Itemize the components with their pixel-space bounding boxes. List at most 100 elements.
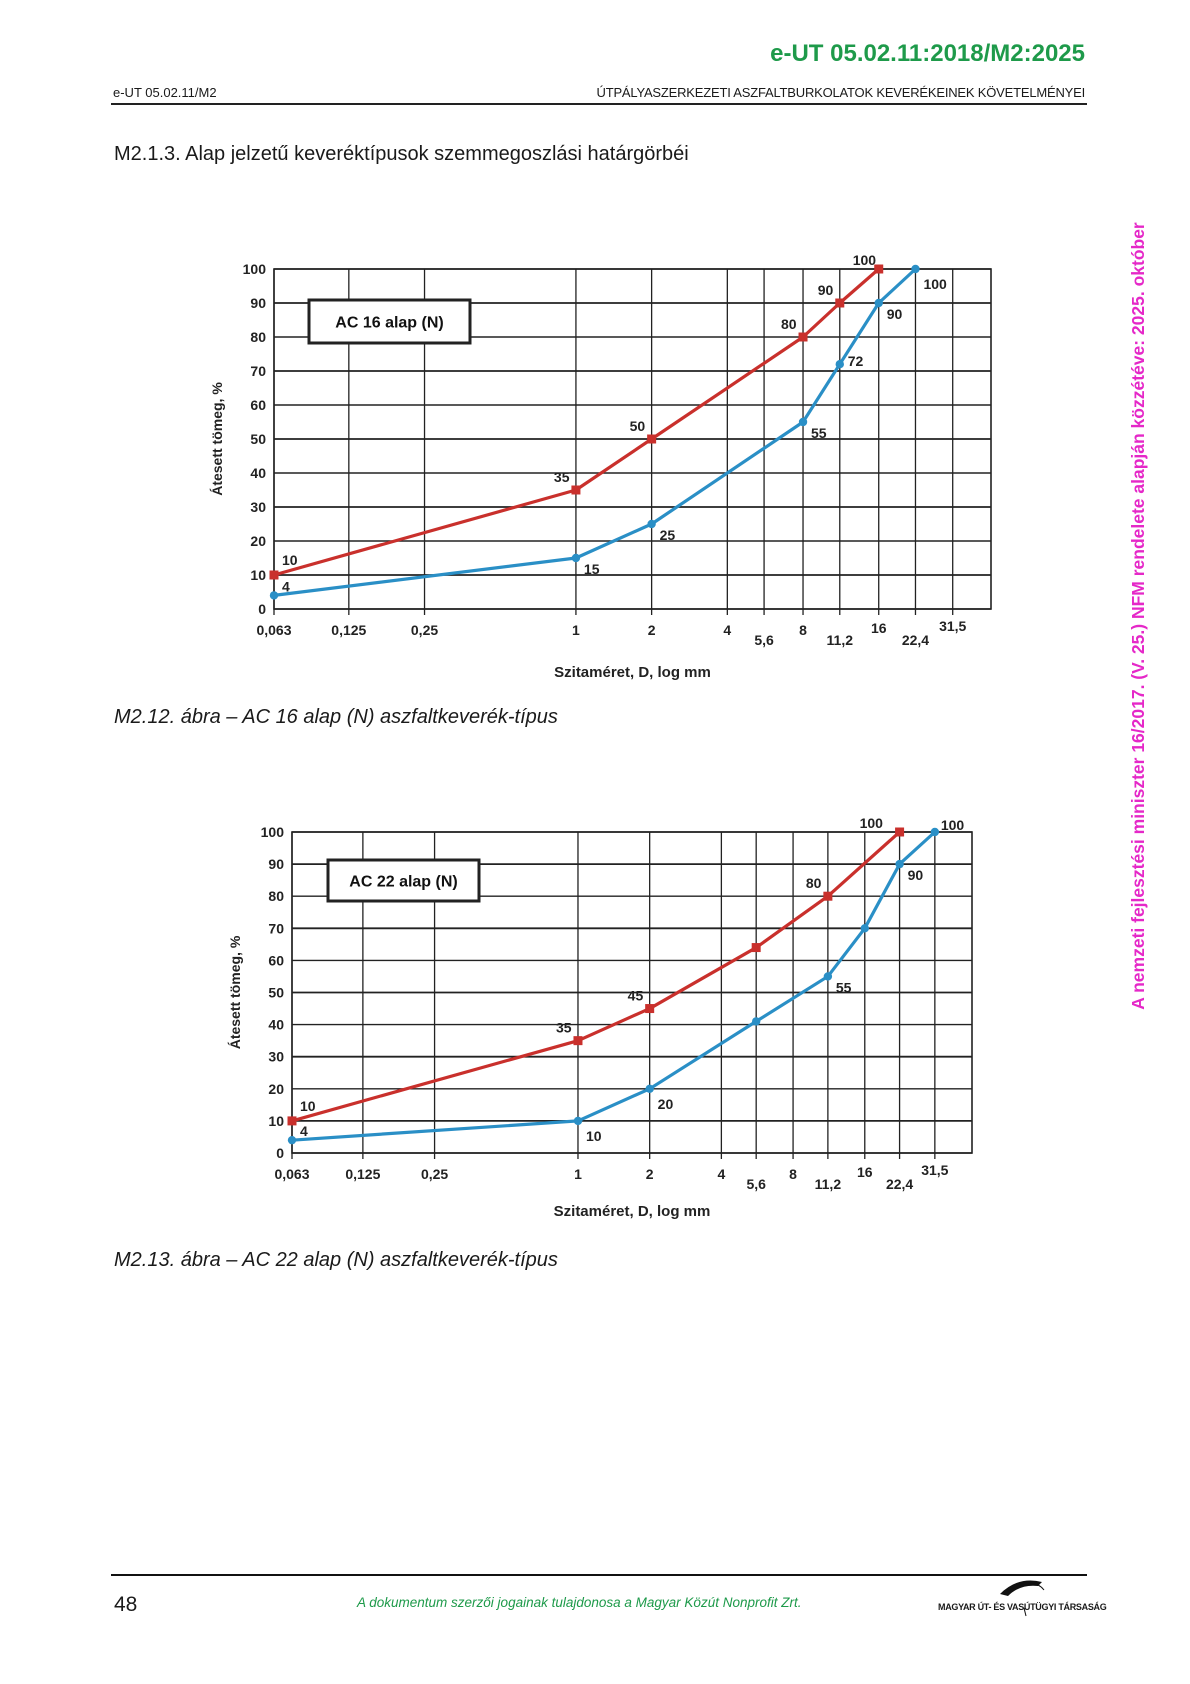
data-point-lower <box>287 1135 297 1145</box>
x-tick-label: 11,2 <box>815 1176 842 1192</box>
figure-caption-1: M2.12. ábra – AC 16 alap (N) aszfaltkeve… <box>114 706 558 728</box>
data-label: 90 <box>908 867 924 883</box>
data-point-upper <box>835 298 845 308</box>
logo-text: MAGYAR ÚT- ÉS VASÚTÜGYI TÁRSASÁG <box>938 1602 1107 1612</box>
y-tick-label: 50 <box>250 431 266 447</box>
data-label: 100 <box>853 252 877 268</box>
x-tick-label: 16 <box>857 1164 873 1180</box>
legend-box <box>326 858 481 903</box>
y-tick-label: 90 <box>268 856 284 872</box>
data-label: 100 <box>941 817 965 833</box>
data-point-lower <box>647 519 656 529</box>
x-tick-label: 0,125 <box>331 622 366 638</box>
y-tick-label: 100 <box>261 824 285 840</box>
data-point-lower <box>874 298 883 308</box>
x-axis-title: Szitaméret, D, log mm <box>554 664 711 681</box>
x-tick-label: 8 <box>799 622 807 638</box>
x-tick-label: 0,063 <box>256 622 291 638</box>
section-title: M2.1.3. Alap jelzetű keveréktípusok szem… <box>114 143 689 165</box>
footer-divider <box>111 1574 1087 1576</box>
y-axis-title: Átesett tömeg, % <box>209 382 225 496</box>
data-label: 72 <box>848 353 864 369</box>
y-tick-label: 80 <box>250 329 266 345</box>
data-point-upper <box>645 1004 655 1014</box>
y-tick-label: 0 <box>258 601 266 617</box>
data-label: 35 <box>556 1020 572 1036</box>
data-point-lower <box>860 924 869 933</box>
data-point-lower <box>645 1084 654 1094</box>
data-point-upper <box>287 1116 297 1126</box>
y-tick-label: 30 <box>268 1049 284 1065</box>
x-tick-label: 1 <box>572 622 580 638</box>
data-point-lower <box>798 417 808 427</box>
data-label: 100 <box>860 815 884 831</box>
y-axis-title: Átesett tömeg, % <box>227 935 243 1049</box>
data-label: 100 <box>923 276 947 292</box>
data-label: 10 <box>282 552 298 568</box>
x-tick-label: 2 <box>646 1166 654 1182</box>
data-label: 25 <box>660 527 676 543</box>
data-point-lower <box>895 859 904 869</box>
copyright-notice: A dokumentum szerzői jogainak tulajdonos… <box>357 1595 802 1610</box>
series-line-lower <box>273 267 917 597</box>
series-line-upper <box>273 267 880 577</box>
page-number: 48 <box>114 1593 138 1616</box>
x-tick-label: 22,4 <box>886 1176 913 1192</box>
y-tick-label: 70 <box>268 920 284 936</box>
data-label: 50 <box>630 418 646 434</box>
series-line-lower <box>291 830 936 1142</box>
data-point-upper <box>751 943 761 953</box>
plot-frame <box>291 831 973 1154</box>
data-point-lower <box>823 972 833 981</box>
x-tick-label: 0,25 <box>421 1166 448 1182</box>
x-tick-label: 31,5 <box>921 1162 948 1178</box>
x-tick-label: 22,4 <box>902 632 929 648</box>
y-tick-label: 10 <box>250 567 266 583</box>
x-tick-label: 2 <box>648 622 656 638</box>
y-tick-label: 20 <box>268 1081 284 1097</box>
y-tick-label: 40 <box>268 1017 284 1033</box>
x-tick-label: 1 <box>574 1166 582 1182</box>
data-point-upper <box>895 827 905 837</box>
y-tick-label: 10 <box>268 1113 284 1129</box>
data-point-upper <box>823 891 833 901</box>
x-tick-label: 5,6 <box>746 1176 766 1192</box>
x-tick-label: 4 <box>717 1166 725 1182</box>
data-point-lower <box>269 591 279 600</box>
y-tick-label: 0 <box>276 1145 284 1161</box>
figure-caption-2: M2.13. ábra – AC 22 alap (N) aszfaltkeve… <box>114 1249 558 1271</box>
data-label: 4 <box>282 578 290 594</box>
data-point-lower <box>911 264 920 274</box>
header-right: ÚTPÁLYASZERKEZETI ASZFALTBURKOLATOK KEVE… <box>596 85 1086 100</box>
data-label: 80 <box>806 875 822 891</box>
data-label: 80 <box>781 316 797 332</box>
publication-note: A nemzeti fejlesztési miniszter 16/2017.… <box>1128 222 1148 1010</box>
y-tick-label: 90 <box>250 295 266 311</box>
y-tick-label: 70 <box>250 363 266 379</box>
x-axis-title: Szitaméret, D, log mm <box>554 1203 711 1220</box>
document-code: e-UT 05.02.11:2018/M2:2025 <box>770 40 1085 67</box>
data-label: 10 <box>586 1128 602 1144</box>
legend-title: AC 22 alap (N) <box>349 874 457 891</box>
y-tick-label: 50 <box>268 985 284 1001</box>
data-label: 55 <box>836 979 852 995</box>
x-tick-label: 16 <box>871 620 887 636</box>
data-label: 4 <box>300 1123 308 1139</box>
y-tick-label: 30 <box>250 499 266 515</box>
x-tick-label: 0,063 <box>274 1166 309 1182</box>
x-tick-label: 0,125 <box>345 1166 380 1182</box>
legend-title: AC 16 alap (N) <box>335 315 443 332</box>
y-tick-label: 60 <box>250 397 266 413</box>
data-point-upper <box>874 264 884 274</box>
y-tick-label: 40 <box>250 465 266 481</box>
data-point-upper <box>269 570 279 580</box>
x-tick-label: 4 <box>723 622 731 638</box>
data-point-upper <box>798 332 808 342</box>
data-label: 35 <box>554 469 570 485</box>
x-tick-label: 31,5 <box>939 618 966 634</box>
header-left: e-UT 05.02.11/M2 <box>113 85 217 100</box>
y-tick-label: 20 <box>250 533 266 549</box>
data-point-upper <box>571 485 581 495</box>
